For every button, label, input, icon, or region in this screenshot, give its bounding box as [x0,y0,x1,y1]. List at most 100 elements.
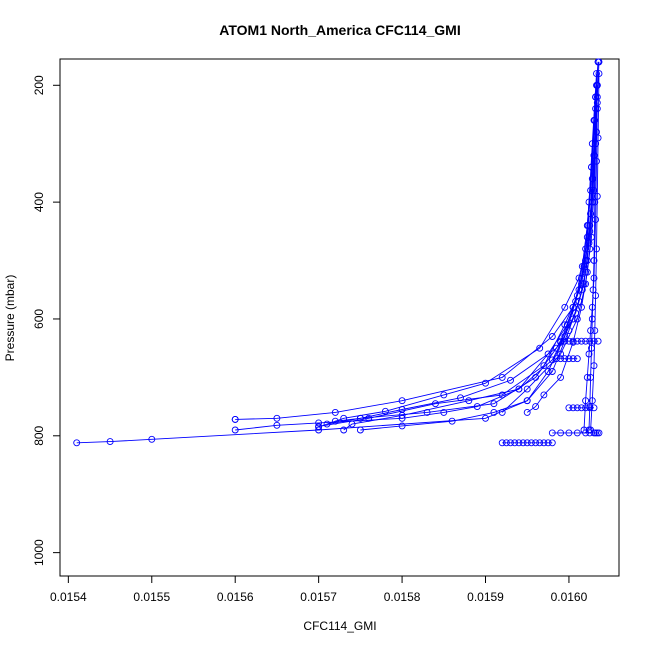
data-point [591,327,599,335]
data-point [593,99,601,107]
series-line [583,102,598,431]
data-point [540,362,548,370]
x-tick-label: 0.0159 [467,590,504,604]
data-point [573,315,581,323]
data-point [585,350,593,358]
data-point [515,439,523,447]
data-point [356,414,364,422]
data-point [557,355,565,363]
data-point [586,337,594,345]
data-point [231,426,239,434]
data-point [507,439,514,447]
data-point [273,414,281,422]
data-point [548,333,556,340]
series-line [76,96,597,444]
data-point [440,408,448,416]
data-point [398,422,406,430]
data-point [548,429,556,437]
data-point [595,429,603,437]
data-point [572,297,580,305]
y-tick-label: 1000 [32,539,46,566]
data-point [440,391,448,399]
data-point [578,404,585,412]
data-point [365,414,373,422]
data-point [569,355,577,363]
x-tick-label: 0.0155 [133,590,170,604]
data-point [582,397,590,405]
data-point [561,337,569,345]
data-point [398,406,406,413]
data-point [593,157,600,165]
data-point [578,337,585,345]
data-point [231,415,239,423]
data-point [593,70,600,78]
data-point [398,397,406,405]
series-line [235,85,598,431]
x-tick-label: 0.0157 [300,590,337,604]
data-point [578,303,585,311]
data-point [561,333,569,340]
data-point [582,337,590,345]
data-point [73,439,81,447]
data-point [575,286,583,294]
data-point [498,408,506,416]
data-point [523,385,531,393]
data-point [557,373,565,381]
data-point [590,337,598,345]
data-point [591,198,599,206]
data-point [544,439,552,447]
x-tick-label: 0.0156 [217,590,254,604]
data-point [557,429,565,437]
data-point [561,303,569,311]
data-point [544,368,552,375]
data-point [532,439,540,447]
data-point [398,414,406,422]
x-axis-label: CFC114_GMI [303,619,376,633]
data-point [540,391,548,399]
data-point [482,379,489,387]
data-point [595,58,603,66]
data-point [544,350,552,358]
data-point [340,426,348,434]
data-point [552,355,560,363]
data-point [565,404,573,412]
series-line [318,73,597,428]
data-point [590,274,598,282]
data-point [457,394,464,402]
data-point [523,408,531,416]
data-point [331,408,339,416]
data-point [106,438,114,446]
data-point [523,397,531,405]
data-point [511,439,519,447]
data-point [523,439,531,447]
data-point [490,408,498,416]
data-point [588,198,596,206]
data-point [569,337,577,345]
x-tick-label: 0.0154 [50,590,87,604]
data-point [594,134,602,142]
series-line [501,61,599,413]
data-point [594,337,602,345]
data-point [527,439,535,447]
x-tick-label: 0.0160 [551,590,588,604]
data-point [593,245,600,253]
chart-title: ATOM1 North_America CFC114_GMI [219,22,460,38]
data-point [583,373,591,381]
data-point [315,419,323,427]
data-point [565,355,573,363]
y-tick-label: 400 [32,192,46,212]
data-point [565,429,573,437]
data-point [519,439,527,447]
y-axis-label: Pressure (mbar) [3,275,17,362]
series-line [590,73,600,431]
data-point [569,404,577,412]
axes: 0.0154 0.0155 0.0156 0.0157 0.0158 0.0159 0.01… [32,75,587,604]
plot-frame [59,58,620,577]
data-point [578,262,586,270]
data-point [573,337,581,345]
data-point [540,439,548,447]
data-point [532,403,540,411]
data-point [315,422,323,430]
data-point [482,414,489,422]
plot-area [73,58,603,447]
